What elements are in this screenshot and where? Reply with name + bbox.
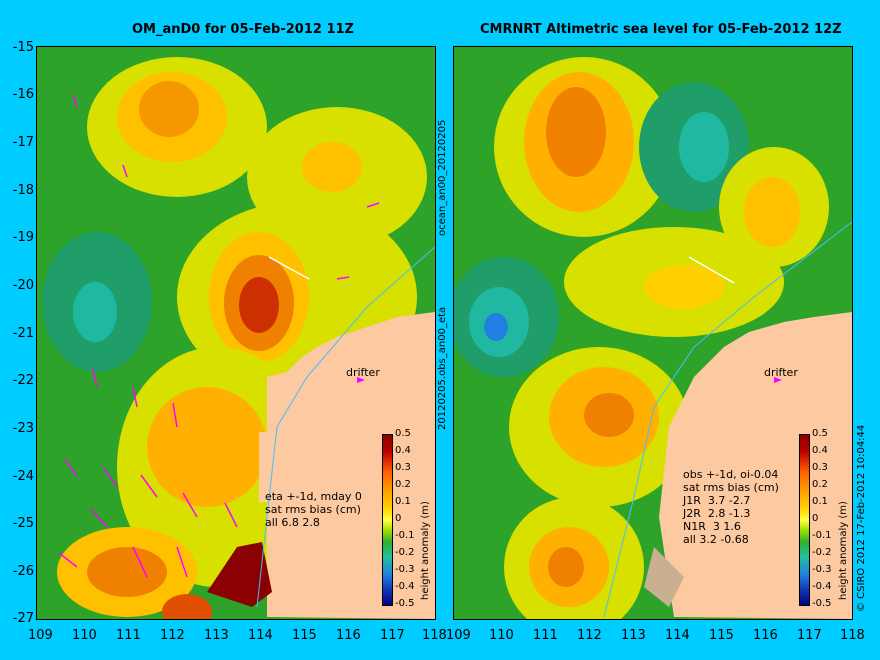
x-tick-label: 112 bbox=[577, 628, 602, 643]
left-map-field bbox=[37, 47, 435, 619]
x-tick-label: 113 bbox=[204, 628, 229, 643]
colorbar-tick: 0.5 bbox=[812, 428, 828, 439]
right-map-field bbox=[454, 47, 852, 619]
stats-line: all 6.8 2.8 bbox=[265, 516, 320, 529]
colorbar-tick: -0.3 bbox=[812, 564, 832, 575]
left-side-label: ocean_an00_20120205 bbox=[437, 119, 448, 236]
x-tick-label: 116 bbox=[336, 628, 361, 643]
colorbar-tick: 0 bbox=[395, 513, 402, 524]
colorbar-tick: -0.1 bbox=[812, 530, 832, 541]
colorbar-tick: -0.2 bbox=[812, 547, 832, 558]
x-tick-label: 110 bbox=[72, 628, 97, 643]
right-map-title: CMRNRT Altimetric sea level for 05-Feb-2… bbox=[480, 22, 842, 37]
x-tick-label: 118 bbox=[840, 628, 865, 643]
y-tick-label: -26 bbox=[12, 564, 34, 579]
colorbar-tick: -0.3 bbox=[395, 564, 415, 575]
right-side-label: 20120205.obs_an00_eta bbox=[437, 306, 448, 430]
x-tick-label: 109 bbox=[28, 628, 53, 643]
x-tick-label: 110 bbox=[489, 628, 514, 643]
copyright-label: © CSIRO 2012 17-Feb-2012 10:04:44 bbox=[856, 424, 867, 612]
x-tick-label: 111 bbox=[116, 628, 141, 643]
right-map-panel bbox=[453, 46, 853, 620]
stats-line: N1R 3 1.6 bbox=[683, 520, 741, 533]
stats-line: all 3.2 -0.68 bbox=[683, 533, 749, 546]
colorbar-tick: 0.2 bbox=[812, 479, 828, 490]
x-tick-label: 111 bbox=[533, 628, 558, 643]
y-tick-label: -15 bbox=[12, 40, 34, 55]
colorbar-tick: 0.3 bbox=[395, 462, 411, 473]
colorbar-tick: 0.5 bbox=[395, 428, 411, 439]
colorbar-tick: -0.1 bbox=[395, 530, 415, 541]
colorbar-tick: 0.1 bbox=[812, 496, 828, 507]
left-stats: eta +-1d, mday 0 sat rms bias (cm) all 6… bbox=[265, 490, 362, 529]
colorbar-tick: -0.2 bbox=[395, 547, 415, 558]
x-tick-label: 117 bbox=[380, 628, 405, 643]
y-tick-label: -23 bbox=[12, 421, 34, 436]
x-tick-label: 114 bbox=[665, 628, 690, 643]
colorbar-tick: 0.4 bbox=[812, 445, 828, 456]
x-tick-label: 116 bbox=[753, 628, 778, 643]
x-tick-label: 117 bbox=[797, 628, 822, 643]
colorbar-tick: 0.1 bbox=[395, 496, 411, 507]
x-tick-label: 115 bbox=[709, 628, 734, 643]
colorbar-tick: -0.5 bbox=[812, 598, 832, 609]
y-tick-label: -27 bbox=[12, 611, 34, 626]
colorbar-tick: 0.4 bbox=[395, 445, 411, 456]
x-tick-label: 115 bbox=[292, 628, 317, 643]
x-tick-label: 109 bbox=[446, 628, 471, 643]
colorbar-tick: 0 bbox=[812, 513, 819, 524]
colorbar-tick: -0.4 bbox=[395, 581, 415, 592]
colorbar-tick: 0.2 bbox=[395, 479, 411, 490]
left-colorbar-label: height anomaly (m) bbox=[420, 501, 431, 600]
left-map-title: OM_anD0 for 05-Feb-2012 11Z bbox=[132, 22, 354, 37]
x-tick-label: 114 bbox=[248, 628, 273, 643]
left-map-panel bbox=[36, 46, 436, 620]
y-tick-label: -21 bbox=[12, 326, 34, 341]
stats-line: sat rms bias (cm) bbox=[683, 481, 779, 494]
x-tick-label: 112 bbox=[160, 628, 185, 643]
colorbar-tick: 0.3 bbox=[812, 462, 828, 473]
stats-line: eta +-1d, mday 0 bbox=[265, 490, 362, 503]
stats-line: sat rms bias (cm) bbox=[265, 503, 361, 516]
stats-line: J1R 3.7 -2.7 bbox=[683, 494, 751, 507]
left-colorbar bbox=[382, 434, 393, 606]
y-tick-label: -24 bbox=[12, 469, 34, 484]
y-tick-label: -18 bbox=[12, 183, 34, 198]
stats-line: J2R 2.8 -1.3 bbox=[683, 507, 751, 520]
y-tick-label: -22 bbox=[12, 373, 34, 388]
right-colorbar-label: height anomaly (m) bbox=[838, 501, 849, 600]
x-tick-label: 113 bbox=[621, 628, 646, 643]
left-drifter-label: drifter bbox=[346, 366, 380, 379]
right-drifter-label: drifter bbox=[764, 366, 798, 379]
colorbar-tick: -0.4 bbox=[812, 581, 832, 592]
colorbar-tick: -0.5 bbox=[395, 598, 415, 609]
stats-line: obs +-1d, oi-0.04 bbox=[683, 468, 779, 481]
y-tick-label: -25 bbox=[12, 516, 34, 531]
y-tick-label: -17 bbox=[12, 135, 34, 150]
y-tick-label: -20 bbox=[12, 278, 34, 293]
right-stats: obs +-1d, oi-0.04 sat rms bias (cm) J1R … bbox=[683, 468, 779, 546]
y-tick-label: -16 bbox=[12, 87, 34, 102]
y-tick-label: -19 bbox=[12, 230, 34, 245]
right-colorbar bbox=[799, 434, 810, 606]
x-tick-label: 118 bbox=[422, 628, 447, 643]
